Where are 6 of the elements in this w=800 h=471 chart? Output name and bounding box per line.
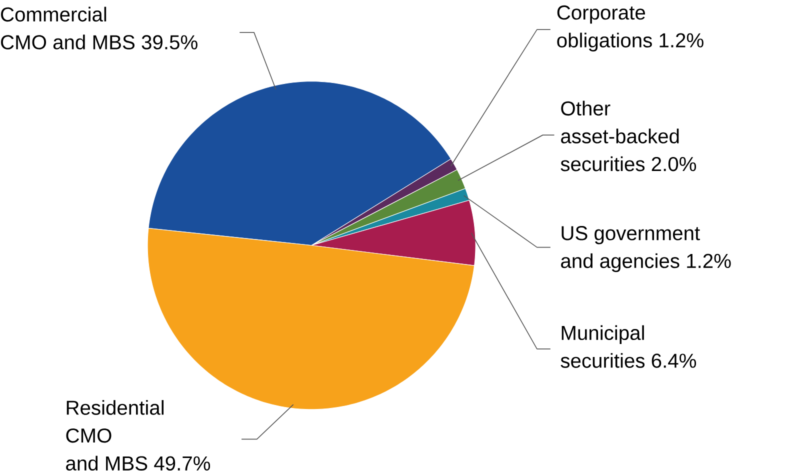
slice-label: Corporate obligations 1.2% xyxy=(557,6,704,52)
slice-label: Other asset-backed securities 2.0% xyxy=(560,101,696,172)
slice-label: Commercial CMO and MBS 39.5% xyxy=(1,7,198,50)
slice-label: Municipal securities 6.4% xyxy=(560,326,696,368)
slice-label: Residential CMO and MBS 49.7% xyxy=(66,400,210,471)
slice-label: US government and agencies 1.2% xyxy=(561,226,731,272)
